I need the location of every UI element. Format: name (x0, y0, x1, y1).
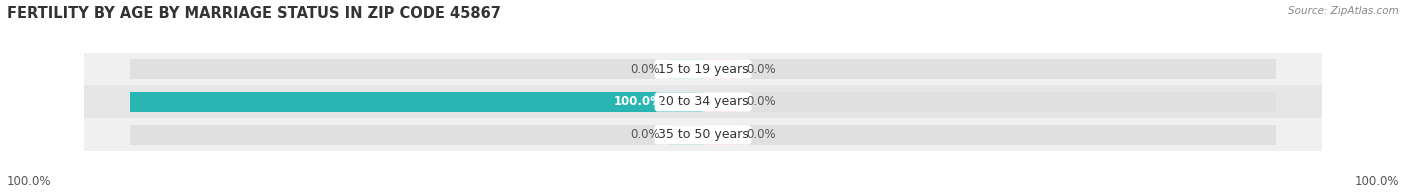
Text: 35 to 50 years: 35 to 50 years (658, 128, 748, 141)
Text: 15 to 19 years: 15 to 19 years (658, 63, 748, 75)
Bar (131, 92, 703, 112)
Text: 0.0%: 0.0% (747, 63, 776, 75)
Bar (703, 92, 737, 112)
Bar (703, 59, 737, 79)
Text: 20 to 34 years: 20 to 34 years (658, 95, 748, 108)
Text: 0.0%: 0.0% (747, 95, 776, 108)
Text: 0.0%: 0.0% (747, 128, 776, 141)
Text: 100.0%: 100.0% (7, 175, 52, 188)
Text: 100.0%: 100.0% (614, 95, 662, 108)
Bar (73, 53, 1333, 85)
Bar (669, 125, 703, 145)
Bar (131, 125, 703, 145)
Bar (703, 92, 1275, 112)
Bar (131, 92, 703, 112)
Bar (73, 118, 1333, 151)
Bar (703, 125, 737, 145)
Text: 100.0%: 100.0% (1354, 175, 1399, 188)
Bar (669, 59, 703, 79)
Text: 0.0%: 0.0% (630, 63, 659, 75)
Bar (131, 59, 703, 79)
Text: Source: ZipAtlas.com: Source: ZipAtlas.com (1288, 6, 1399, 16)
Text: 0.0%: 0.0% (630, 128, 659, 141)
Text: FERTILITY BY AGE BY MARRIAGE STATUS IN ZIP CODE 45867: FERTILITY BY AGE BY MARRIAGE STATUS IN Z… (7, 6, 501, 21)
Bar (73, 85, 1333, 118)
Bar (703, 59, 1275, 79)
Bar (703, 125, 1275, 145)
